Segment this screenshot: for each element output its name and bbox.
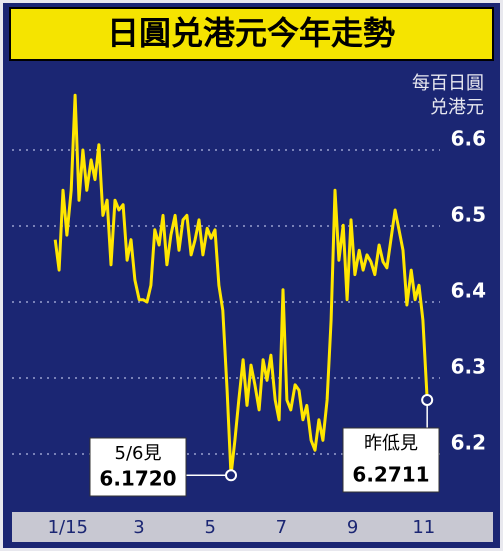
y-tick-label: 6.3 — [451, 355, 486, 379]
annotation-value: 6.1720 — [99, 467, 176, 491]
x-tick-label: 1/15 — [48, 517, 88, 538]
data-line — [53, 93, 429, 477]
title-box — [9, 7, 494, 61]
x-tick-label: 3 — [133, 517, 144, 538]
annotation-text: 昨低見 — [364, 433, 418, 454]
y-tick-label: 6.5 — [451, 203, 486, 227]
annotation-marker — [225, 469, 238, 482]
y-tick-label: 6.2 — [451, 431, 486, 455]
x-tick-label: 11 — [412, 517, 435, 538]
annotation-text: 5/6見 — [115, 443, 162, 464]
annotation-box — [342, 427, 440, 493]
annotation-marker — [421, 393, 434, 406]
x-tick-label: 7 — [276, 517, 287, 538]
annotation-box — [89, 437, 187, 497]
chart-title: 日圓兑港元今年走勢 — [107, 14, 395, 52]
x-tick-label: 5 — [204, 517, 215, 538]
annotation-value: 6.2711 — [352, 463, 429, 487]
x-axis-bar — [12, 512, 493, 542]
y-axis-label: 每百日圓 — [412, 73, 484, 94]
y-tick-label: 6.4 — [451, 279, 486, 303]
y-tick-label: 6.6 — [451, 127, 486, 151]
y-axis-label: 兑港元 — [430, 97, 484, 118]
x-tick-label: 9 — [347, 517, 358, 538]
